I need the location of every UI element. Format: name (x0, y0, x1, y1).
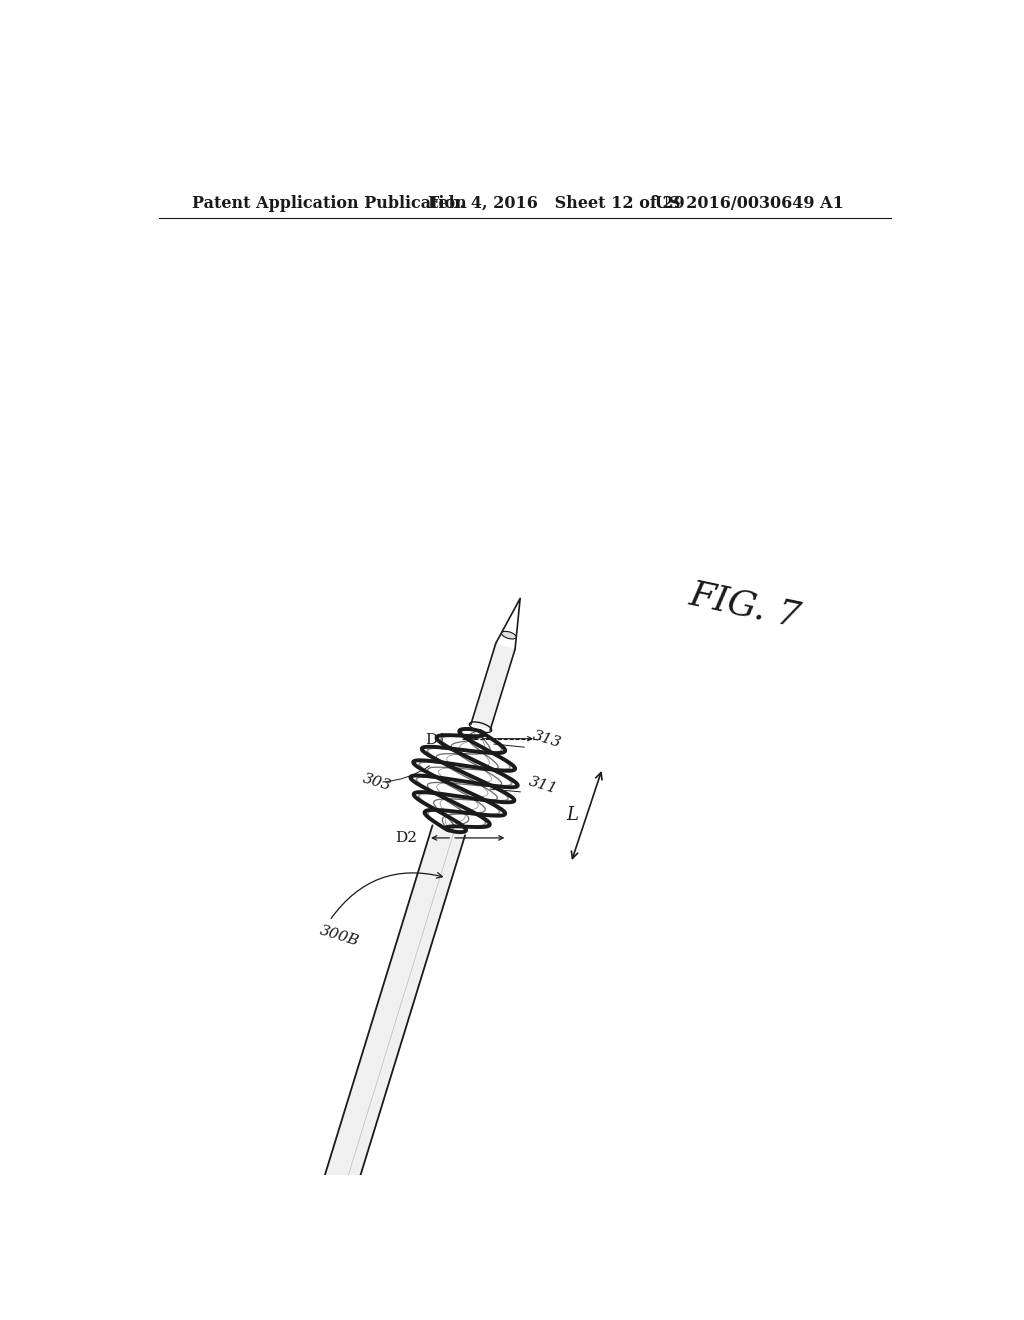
Polygon shape (321, 825, 465, 1200)
Text: FIG. 7: FIG. 7 (686, 577, 804, 634)
Polygon shape (471, 643, 515, 730)
Text: D2: D2 (395, 830, 418, 845)
Text: US 2016/0030649 A1: US 2016/0030649 A1 (655, 194, 844, 211)
Text: 303: 303 (360, 771, 392, 793)
Text: 300B: 300B (317, 924, 360, 949)
Ellipse shape (502, 631, 516, 639)
Text: Patent Application Publication: Patent Application Publication (191, 194, 466, 211)
Text: L: L (566, 807, 579, 825)
Text: 311: 311 (527, 775, 559, 797)
Text: Feb. 4, 2016   Sheet 12 of 29: Feb. 4, 2016 Sheet 12 of 29 (428, 194, 685, 211)
Text: D1: D1 (426, 733, 447, 747)
Ellipse shape (319, 1204, 344, 1216)
Ellipse shape (313, 1201, 351, 1218)
Text: 313: 313 (531, 729, 563, 751)
